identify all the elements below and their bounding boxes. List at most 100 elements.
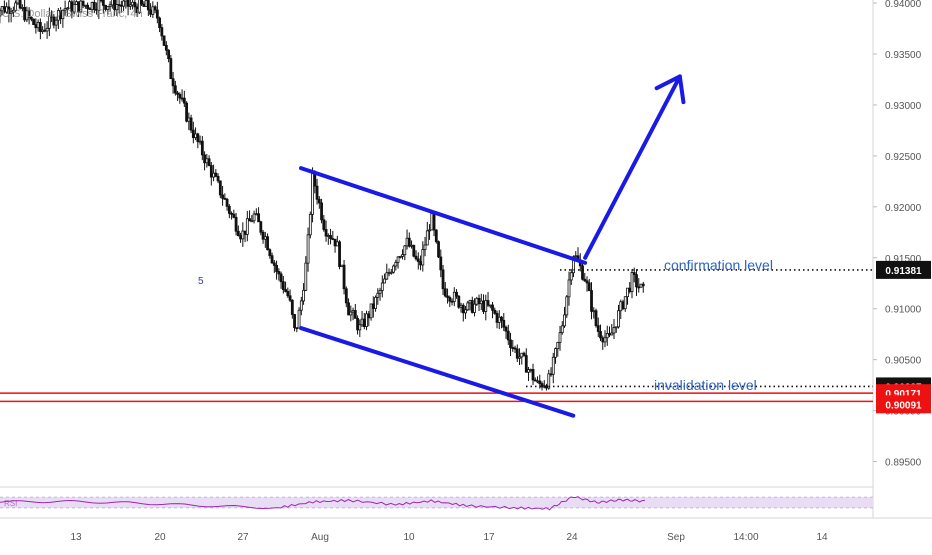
candle-body xyxy=(236,230,240,237)
candle-body xyxy=(351,310,355,313)
price-tick-label: 0.91500 xyxy=(885,254,922,265)
candle-body xyxy=(320,202,323,221)
candle-body xyxy=(385,272,389,280)
time-tick-label: 14:00 xyxy=(733,532,758,543)
candle-body xyxy=(331,238,335,240)
candle-body xyxy=(407,237,411,247)
candle-body xyxy=(86,4,90,10)
candle-body xyxy=(603,337,607,343)
candle-body xyxy=(551,356,555,375)
candle-body xyxy=(513,347,517,350)
candle-body xyxy=(176,92,179,95)
candle-body xyxy=(304,262,308,291)
candle-body xyxy=(225,198,229,207)
candle-body xyxy=(376,292,380,298)
candle-body xyxy=(531,369,535,381)
candle-body xyxy=(254,213,258,216)
rsi-band xyxy=(0,497,873,508)
candle-body xyxy=(434,229,438,243)
candle-body xyxy=(365,313,368,327)
candle-body xyxy=(248,218,251,222)
candle-body xyxy=(493,309,497,314)
candle-body xyxy=(198,140,202,143)
candle-body xyxy=(79,0,83,13)
candle-body xyxy=(405,237,409,247)
candle-body xyxy=(401,254,404,257)
candle-body xyxy=(567,279,571,298)
candle-body xyxy=(547,373,551,389)
candle-body xyxy=(608,333,611,336)
candle-body xyxy=(585,280,589,284)
candle-body xyxy=(473,303,476,313)
candle-body xyxy=(558,332,562,343)
candle-body xyxy=(115,4,119,11)
candle-body xyxy=(146,0,150,11)
price-tick-label: 0.94000 xyxy=(885,0,922,10)
candle-body xyxy=(272,262,276,266)
candle-body xyxy=(630,272,634,293)
candle-body xyxy=(468,300,472,304)
candle-body xyxy=(187,117,191,122)
candle-body xyxy=(27,10,31,18)
confirmation-price-tag: 0.91381 xyxy=(885,266,922,277)
confirmation-price-tag-box xyxy=(876,260,931,279)
time-axis: 13 20 27 Aug 10 17 24 Sep 14:00 14 xyxy=(70,532,828,543)
candle-body xyxy=(38,22,42,32)
candle-body xyxy=(50,15,54,18)
candle-body xyxy=(430,213,434,231)
candle-body xyxy=(97,0,101,11)
time-tick-label: 13 xyxy=(70,532,82,543)
candle-body xyxy=(520,352,524,358)
candle-body xyxy=(441,269,445,290)
candle-body xyxy=(182,97,186,104)
candle-body xyxy=(14,2,18,11)
candle-body xyxy=(565,296,569,316)
channel-lower-line xyxy=(298,326,576,418)
candle-body xyxy=(563,314,566,327)
candle-body xyxy=(218,180,222,196)
candle-body xyxy=(117,4,121,6)
candle-body xyxy=(398,256,402,258)
candle-body xyxy=(412,244,416,257)
candle-body xyxy=(488,304,492,307)
candle-body xyxy=(153,6,157,11)
candle-body xyxy=(457,295,461,308)
candle-body xyxy=(369,303,373,319)
candle-body xyxy=(374,296,377,309)
candle-body xyxy=(185,102,188,122)
candle-body xyxy=(605,333,609,339)
candle-body xyxy=(144,0,148,7)
candle-body xyxy=(635,274,638,288)
price-tick-label: 0.89500 xyxy=(885,458,922,469)
candle-body xyxy=(626,287,629,298)
candle-body xyxy=(74,1,78,5)
candle-body xyxy=(491,304,494,311)
candle-body xyxy=(34,24,38,29)
candle-body xyxy=(414,255,418,260)
candle-body xyxy=(43,29,47,32)
candle-body xyxy=(524,355,528,373)
candle-body xyxy=(169,58,173,80)
candle-body xyxy=(167,49,170,59)
candle-body xyxy=(221,194,224,199)
candle-body xyxy=(205,158,209,164)
candle-body xyxy=(358,324,362,331)
chart-title: U.S. Dollar / Swiss Franc, 4h xyxy=(2,8,143,20)
candle-body xyxy=(479,300,483,305)
candle-body xyxy=(502,319,506,328)
candle-body xyxy=(617,310,620,328)
candle-body xyxy=(554,348,557,358)
candle-body xyxy=(387,272,391,274)
price-axis: 0.94000 0.93500 0.93000 0.92500 0.92000 0.915… xyxy=(873,0,922,469)
time-tick-label: Aug xyxy=(311,532,329,543)
candle-body xyxy=(126,0,130,7)
candle-body xyxy=(416,258,420,262)
candle-body xyxy=(439,256,443,271)
candle-body xyxy=(302,289,305,302)
candle-body xyxy=(484,300,488,312)
candle-body xyxy=(216,176,220,182)
candle-body xyxy=(72,4,76,13)
candle-body xyxy=(594,310,598,326)
time-tick-label: 20 xyxy=(154,532,166,543)
